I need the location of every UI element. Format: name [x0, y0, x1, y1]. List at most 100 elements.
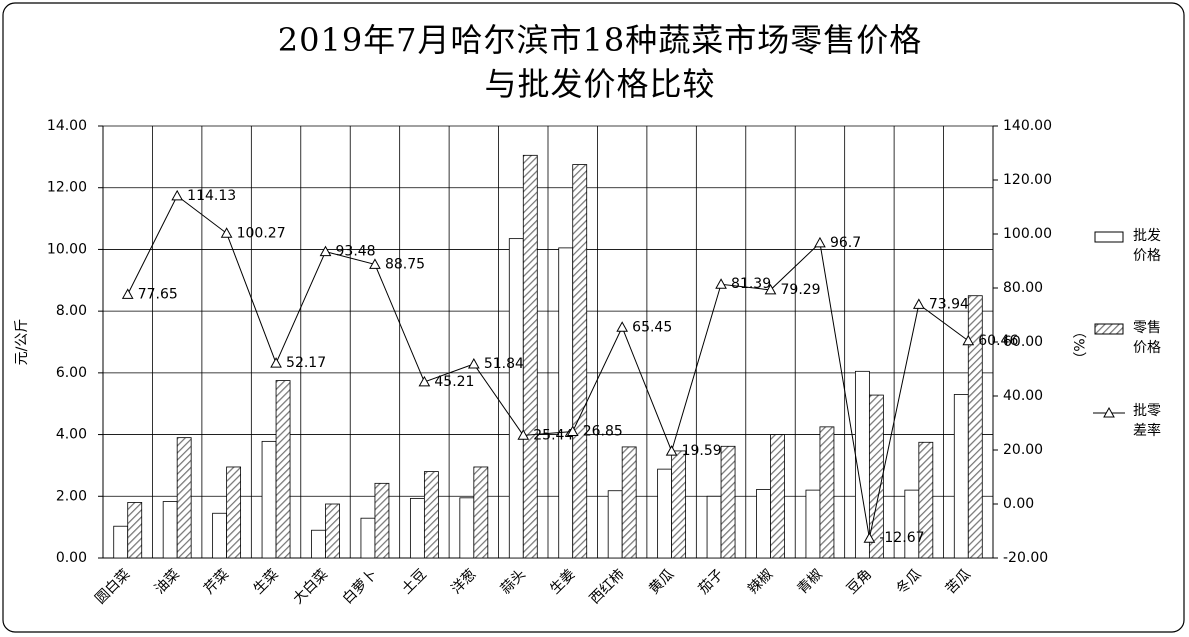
y-tick-label: 14.00 [47, 118, 87, 134]
bar [275, 380, 291, 559]
bar [113, 525, 129, 559]
bar [953, 394, 969, 559]
y2-tick-label: 40.00 [1003, 388, 1043, 404]
bar [770, 434, 785, 559]
y-tick-label: 4.00 [56, 427, 87, 443]
legend-swatch [1094, 231, 1124, 243]
bar [473, 466, 489, 559]
y-tick-label: 6.00 [56, 365, 87, 381]
bar [374, 482, 390, 559]
bar [423, 471, 439, 559]
data-label: 100.27 [237, 225, 286, 241]
marker [319, 245, 332, 257]
bar [671, 450, 687, 559]
data-label: 51.84 [484, 356, 524, 372]
legend-label: 批发价格 [1133, 228, 1161, 264]
bar [325, 503, 340, 559]
data-label: 60.46 [978, 333, 1018, 349]
bar [918, 441, 934, 559]
bar [819, 426, 835, 559]
bar [720, 445, 736, 559]
bar [868, 394, 884, 559]
data-label: 73.94 [929, 296, 969, 312]
data-label: 77.65 [138, 286, 178, 302]
marker [665, 445, 678, 456]
marker [369, 258, 381, 269]
data-label: 88.75 [385, 256, 425, 272]
bar [176, 437, 192, 559]
y-tick-label: 12.00 [47, 180, 87, 196]
bar [904, 489, 920, 559]
y2-tick-label: 20.00 [1003, 442, 1043, 458]
bar [162, 501, 178, 559]
bar [127, 502, 143, 559]
chart-title: 2019年7月哈尔滨市18种蔬菜市场零售价格 与批发价格比较 [277, 21, 923, 103]
bar [607, 490, 623, 559]
bar [572, 164, 588, 559]
y-axis-label: 元/公斤 [14, 319, 30, 366]
marker [962, 334, 975, 346]
data-label: 25.44 [533, 427, 573, 443]
y-tick-label: 8.00 [56, 303, 87, 319]
data-label: 114.13 [187, 188, 236, 204]
y-tick-label: 2.00 [56, 488, 87, 504]
bar [311, 529, 326, 559]
marker [467, 358, 480, 369]
marker [418, 375, 431, 387]
bar [261, 440, 277, 559]
line [127, 195, 969, 539]
marker [616, 321, 629, 332]
legend-marker [1103, 406, 1115, 418]
y2-axis-label: （%） [1070, 324, 1086, 365]
bar [805, 489, 821, 559]
marker [912, 298, 925, 309]
bar [657, 468, 673, 559]
y-tick-label: 10.00 [47, 241, 87, 257]
bar [756, 489, 771, 559]
y2-tick-label: 60.00 [1003, 334, 1043, 350]
marker [220, 227, 233, 238]
legend-label: 批零差率 [1133, 403, 1161, 439]
marker [764, 283, 777, 295]
marker [814, 236, 826, 248]
data-label: 79.29 [781, 282, 821, 298]
marker [171, 189, 184, 201]
bar [409, 498, 425, 559]
bar [621, 446, 637, 559]
y-tick-label: 0.00 [56, 550, 87, 566]
bar [212, 512, 228, 559]
data-label: 96.7 [830, 235, 861, 251]
marker [517, 429, 530, 440]
bar [967, 295, 983, 559]
bar [706, 495, 722, 559]
bar [226, 466, 242, 559]
data-label: 52.17 [286, 355, 326, 371]
bar [522, 154, 538, 559]
marker [566, 425, 579, 437]
legend-swatch [1094, 323, 1124, 335]
bar [360, 517, 376, 559]
bar [459, 497, 475, 559]
y2-tick-label: 120.00 [1003, 172, 1052, 188]
data-label: 65.45 [632, 319, 672, 335]
y2-tick-label: 100.00 [1003, 226, 1052, 242]
data-label: 26.85 [583, 424, 623, 440]
data-label: -12.67 [879, 530, 924, 546]
bar [558, 247, 574, 559]
data-label: 81.39 [731, 276, 771, 292]
y2-tick-label: -20.00 [1003, 550, 1048, 566]
data-label: 19.59 [682, 443, 722, 459]
y2-tick-label: 140.00 [1003, 118, 1052, 134]
y2-tick-label: 80.00 [1003, 280, 1043, 296]
y2-tick-label: 0.00 [1003, 496, 1034, 512]
marker [715, 278, 727, 289]
marker [121, 288, 134, 299]
marker [863, 532, 876, 543]
marker [270, 357, 282, 368]
legend-label: 零售价格 [1133, 320, 1161, 356]
data-label: 45.21 [434, 374, 474, 390]
bar [508, 238, 524, 559]
